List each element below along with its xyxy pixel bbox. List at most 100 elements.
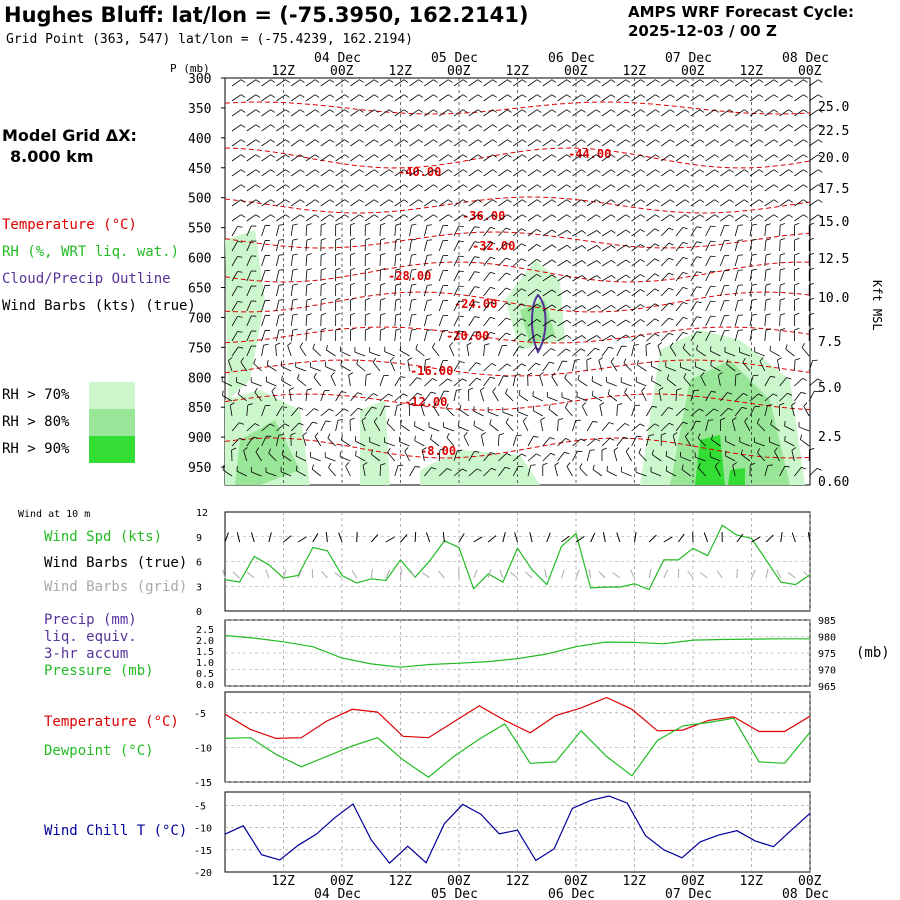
wind-barb bbox=[350, 199, 364, 207]
wind-barb-flag bbox=[518, 465, 524, 468]
wind-barb-flag bbox=[699, 184, 705, 188]
wind-barb-flag bbox=[668, 302, 674, 306]
wind-barb bbox=[616, 229, 631, 237]
wind-barb-flag bbox=[714, 169, 719, 173]
pressure-tick-label: 900 bbox=[188, 431, 211, 446]
wind-barb-flag bbox=[654, 423, 660, 427]
wind-barb-flag bbox=[625, 334, 631, 339]
wind-barb-staff bbox=[601, 139, 612, 147]
wind-barb-flag bbox=[668, 242, 674, 246]
wind-barb-flag bbox=[713, 408, 719, 412]
wind-barb-flag bbox=[536, 139, 542, 143]
wind-barb bbox=[527, 362, 541, 372]
wind-barb bbox=[720, 169, 734, 177]
wind-barb-staff bbox=[246, 270, 252, 282]
wind-barb bbox=[705, 214, 719, 222]
wind-barb-staff bbox=[601, 274, 612, 282]
wind-barb-staff bbox=[305, 300, 308, 312]
wind-barb bbox=[779, 139, 793, 147]
wind-barb bbox=[616, 423, 630, 432]
wind-barb bbox=[705, 240, 716, 252]
wind-barb-staff bbox=[631, 345, 635, 357]
bottom-date-label: 05 Dec bbox=[431, 887, 478, 900]
wind-barb-flag bbox=[699, 214, 705, 218]
wind-barb bbox=[305, 154, 320, 162]
wind-barb-flag bbox=[237, 271, 243, 273]
height-tick-label: 7.5 bbox=[818, 335, 841, 350]
wind-barb-flag bbox=[817, 214, 823, 218]
wind-barb-staff bbox=[498, 467, 506, 477]
wind-barb-flag bbox=[533, 436, 539, 438]
wind-barb bbox=[512, 333, 527, 342]
wind-barb-staff bbox=[641, 390, 647, 402]
wind-barb bbox=[231, 241, 243, 252]
wind-barb-staff bbox=[379, 214, 390, 222]
wind-barb bbox=[808, 390, 820, 402]
wind-barb-flag bbox=[477, 124, 483, 128]
wind-barb bbox=[379, 463, 386, 477]
wind-barb-staff bbox=[438, 94, 449, 102]
wind-barb-flag bbox=[714, 79, 719, 83]
wind-barb bbox=[784, 435, 795, 447]
height-tick-label: 0.60 bbox=[818, 475, 849, 490]
wind-barb-flag bbox=[281, 449, 284, 455]
wind-barb-staff bbox=[631, 94, 641, 102]
wind-barb-staff bbox=[631, 319, 641, 327]
wind-barb bbox=[749, 184, 764, 192]
wind-barb-flag bbox=[738, 254, 744, 256]
wind-barb-staff bbox=[705, 214, 715, 222]
wind-barb-flag bbox=[794, 222, 800, 226]
wind-barb bbox=[572, 124, 586, 132]
wind-barb-staff bbox=[361, 420, 366, 432]
wind-barb-flag bbox=[591, 390, 594, 396]
wind-barb bbox=[362, 462, 368, 477]
wind-barb-staff bbox=[764, 124, 775, 132]
height-tick-label: 2.5 bbox=[818, 430, 841, 445]
wind-barb-flag bbox=[285, 124, 290, 128]
wind-barb-staff bbox=[791, 405, 795, 417]
wind-barb-flag bbox=[350, 267, 356, 271]
wind-barb bbox=[732, 462, 737, 477]
wind-barb-staff bbox=[290, 139, 301, 147]
wind-barb bbox=[532, 391, 543, 402]
wind-barb bbox=[231, 301, 243, 312]
wind-barb-flag bbox=[566, 94, 571, 98]
wind-barb bbox=[483, 109, 497, 117]
wind-barb-staff bbox=[290, 199, 301, 207]
wind-barb-staff bbox=[261, 154, 271, 162]
wind-barb bbox=[749, 124, 764, 132]
wind-barb-flag bbox=[299, 94, 305, 98]
wind-barb-flag bbox=[395, 328, 401, 331]
wind-barb bbox=[512, 288, 527, 297]
wind-barb-flag bbox=[462, 124, 468, 128]
wind-barb-flag bbox=[359, 109, 364, 113]
wind-barb bbox=[409, 238, 417, 252]
wind-barb bbox=[625, 447, 632, 462]
wind-barb bbox=[261, 214, 275, 222]
wind-barb bbox=[335, 222, 341, 237]
wind-barb-flag bbox=[625, 184, 631, 188]
wind-barb-staff bbox=[646, 333, 655, 342]
wind-barb-flag bbox=[743, 393, 748, 396]
wind-barb-flag bbox=[581, 290, 587, 294]
temperature-contour bbox=[224, 326, 811, 344]
wind-barb bbox=[246, 154, 261, 162]
wind-barb bbox=[261, 284, 271, 297]
bottom-time-tick: 00Z bbox=[798, 874, 822, 889]
wind-barb-flag bbox=[610, 169, 616, 173]
top-time-tick: 12Z bbox=[389, 64, 413, 79]
wind-barb bbox=[355, 450, 366, 462]
wind-barb-flag bbox=[536, 453, 541, 457]
wind-barb-staff bbox=[261, 124, 271, 132]
precip-tick-label: 0.5 bbox=[196, 669, 214, 680]
wind-barb-staff bbox=[424, 199, 434, 207]
wind-barb-staff bbox=[542, 94, 553, 102]
wind-barb-staff bbox=[764, 169, 775, 177]
wind-barb-staff bbox=[498, 94, 508, 102]
wind-barb bbox=[690, 420, 701, 432]
wind-barb-flag bbox=[765, 268, 771, 271]
wind-barb bbox=[364, 312, 371, 327]
wind-barb-flag bbox=[536, 184, 542, 188]
wind-barb bbox=[601, 447, 607, 462]
wind-barb bbox=[690, 408, 704, 417]
